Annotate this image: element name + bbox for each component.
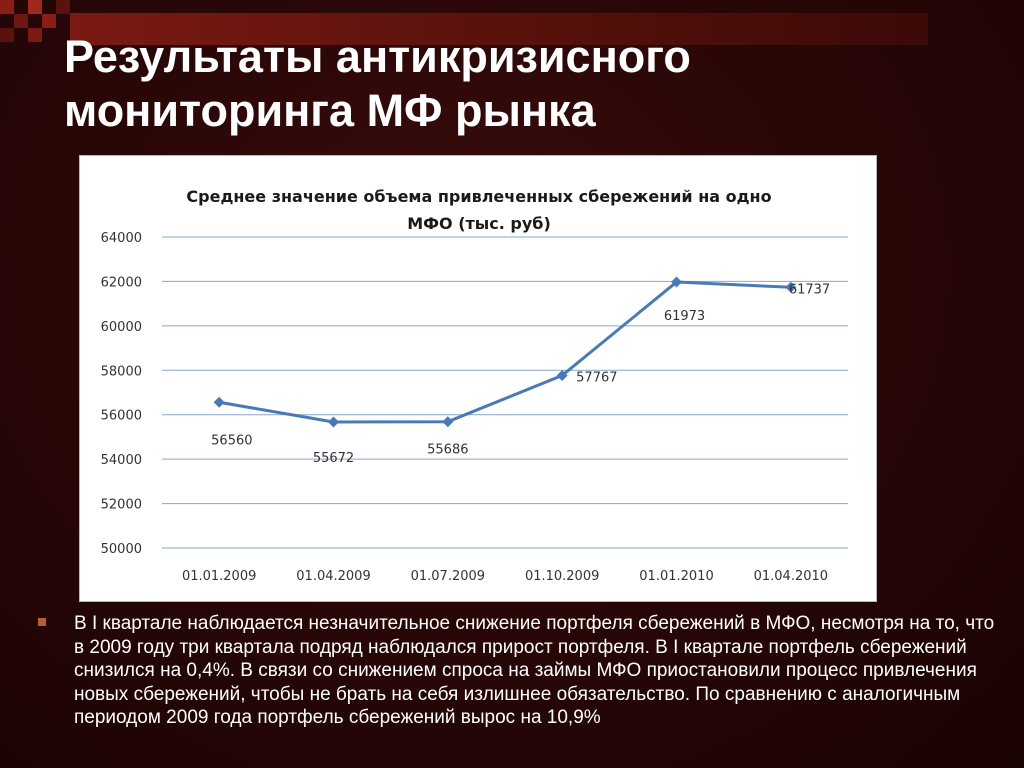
chart-title-line-2: МФО (тыс. руб) [407,214,551,233]
x-tick-label: 01.07.2009 [411,569,485,584]
data-label: 61973 [664,309,705,324]
line-chart: Среднее значение объема привлеченных сбе… [79,155,877,602]
x-tick-label: 01.01.2010 [639,569,713,584]
x-tick-label: 01.04.2009 [296,569,370,584]
title-accent-bar [70,13,928,45]
y-tick-label: 64000 [101,231,142,246]
chart-title: Среднее значение объема привлеченных сбе… [80,183,878,237]
data-point-marker [556,369,568,381]
y-tick-label: 62000 [101,275,142,290]
y-tick-label: 58000 [101,364,142,379]
data-label: 57767 [576,370,617,385]
data-label: 55672 [313,451,354,466]
slide-title-line-2: мониторинга МФ рынка [64,85,596,136]
y-tick-label: 56000 [101,409,142,424]
data-point-marker [785,281,797,293]
y-tick-label: 60000 [101,320,142,335]
series-line [218,280,791,424]
data-label: 61737 [789,282,830,297]
bullet-text: В I квартале наблюдается незначительное … [74,613,995,728]
slide-title: Результаты антикризисного мониторинга МФ… [64,30,964,138]
y-tick-label: 52000 [101,498,142,513]
chart-plot-area: 50000 52000 54000 56000 58000 60000 62000 64000… [101,231,848,584]
data-point-marker [442,416,454,428]
x-tick-label: 01.10.2009 [525,569,599,584]
bullet-marker-icon [38,618,46,626]
chart-title-line-1: Среднее значение объема привлеченных сбе… [186,187,772,206]
corner-decoration [0,0,70,42]
y-tick-label: 54000 [101,453,142,468]
data-point-marker [671,276,682,288]
x-tick-label: 01.01.2009 [182,569,256,584]
data-label: 55686 [427,443,468,458]
data-point-marker [213,396,225,408]
data-point-marker [328,416,339,428]
x-tick-label: 01.04.2010 [754,569,828,584]
y-tick-label: 50000 [101,542,142,557]
data-label: 56560 [211,433,252,448]
slide-title-line-1: Результаты антикризисного [64,31,691,82]
